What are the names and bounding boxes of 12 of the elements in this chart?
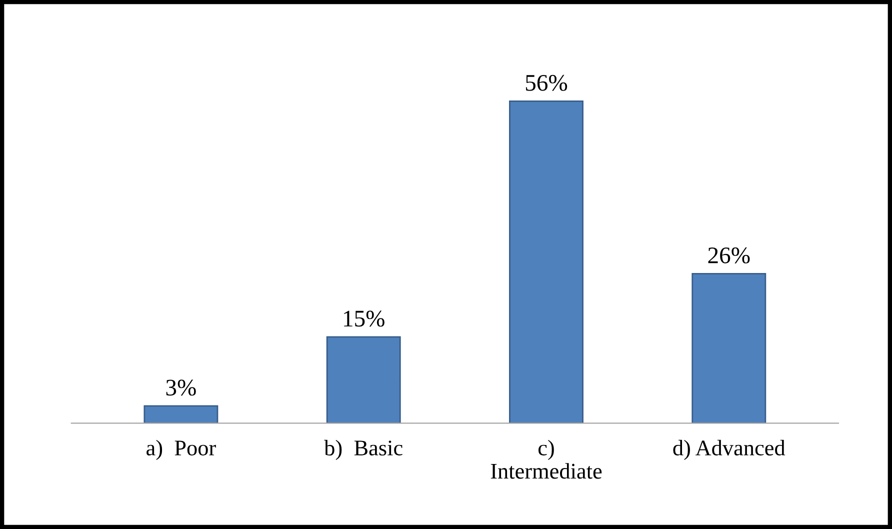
data-label: 3% [166, 380, 196, 396]
data-label: 15% [344, 310, 384, 327]
x-tick-label: a) Poor [146, 440, 216, 460]
bar [692, 273, 766, 424]
x-tick-label: b) Basic [324, 440, 402, 460]
data-label: 56% [526, 74, 568, 91]
bar [509, 100, 584, 424]
x-tick-label: d) Advanced [673, 440, 786, 460]
bar [326, 336, 401, 424]
data-label: 26% [708, 247, 750, 264]
x-tick-label: c) Intermediate [490, 440, 602, 479]
bar [144, 405, 218, 424]
